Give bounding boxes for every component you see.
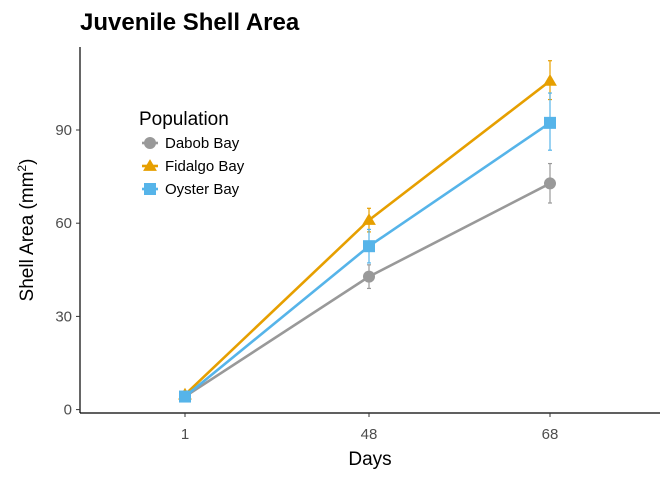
legend-key-marker xyxy=(143,159,157,171)
series-fidalgo-bay xyxy=(178,60,557,400)
legend-item: Fidalgo Bay xyxy=(142,158,245,175)
y-tick-label: 0 xyxy=(64,402,72,419)
y-tick-label: 30 xyxy=(55,308,72,325)
legend: Population Dabob Bay Fidalgo Bay Oyster Ba… xyxy=(139,109,245,198)
x-axis-title: Days xyxy=(348,449,391,470)
legend-items: Dabob Bay Fidalgo Bay Oyster Bay xyxy=(142,135,245,198)
legend-label: Dabob Bay xyxy=(165,135,240,152)
y-tick-label: 60 xyxy=(55,215,72,232)
x-tick-label: 48 xyxy=(361,426,378,443)
data-point xyxy=(544,177,556,190)
x-tick-label: 1 xyxy=(181,426,189,443)
series-line xyxy=(184,182,551,398)
y-axis-title-superscript: 2 xyxy=(15,165,29,172)
x-ticks: 1 48 68 xyxy=(181,413,559,443)
data-point xyxy=(363,240,375,253)
series-line xyxy=(184,79,551,396)
series-dabob-bay xyxy=(179,162,556,403)
y-axis-title-main: Shell Area (mm xyxy=(17,172,38,302)
series-layer xyxy=(178,60,557,403)
y-axis-title-end: ) xyxy=(17,159,38,165)
data-point xyxy=(363,270,375,283)
x-tick-label: 68 xyxy=(542,426,559,443)
y-tick-label: 90 xyxy=(55,122,72,139)
data-point xyxy=(543,74,557,86)
series-oyster-bay xyxy=(179,92,556,403)
data-point xyxy=(179,390,191,403)
legend-key-marker xyxy=(144,183,156,195)
legend-key-marker xyxy=(144,137,156,149)
legend-item: Oyster Bay xyxy=(142,181,240,198)
data-point xyxy=(544,116,556,129)
legend-label: Fidalgo Bay xyxy=(165,158,245,175)
data-point xyxy=(362,213,376,225)
y-axis-title: Shell Area (mm2) xyxy=(15,159,38,302)
legend-label: Oyster Bay xyxy=(165,181,240,198)
chart-title: Juvenile Shell Area xyxy=(80,9,300,36)
legend-title: Population xyxy=(139,109,229,130)
y-ticks: 0 30 60 90 xyxy=(55,122,80,419)
legend-item: Dabob Bay xyxy=(142,135,240,152)
